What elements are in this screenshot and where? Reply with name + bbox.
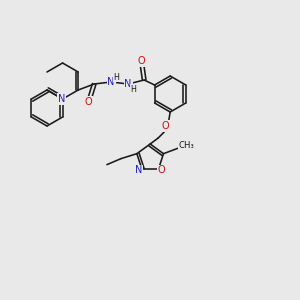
Text: O: O	[137, 56, 145, 66]
Text: N: N	[135, 165, 142, 175]
Text: O: O	[84, 97, 92, 107]
Text: H: H	[130, 85, 136, 94]
Text: N: N	[58, 94, 65, 104]
Text: N: N	[124, 79, 132, 89]
Text: O: O	[161, 121, 169, 131]
Text: CH₃: CH₃	[178, 141, 194, 150]
Text: N: N	[107, 77, 115, 87]
Text: O: O	[158, 165, 165, 175]
Text: H: H	[113, 73, 119, 82]
